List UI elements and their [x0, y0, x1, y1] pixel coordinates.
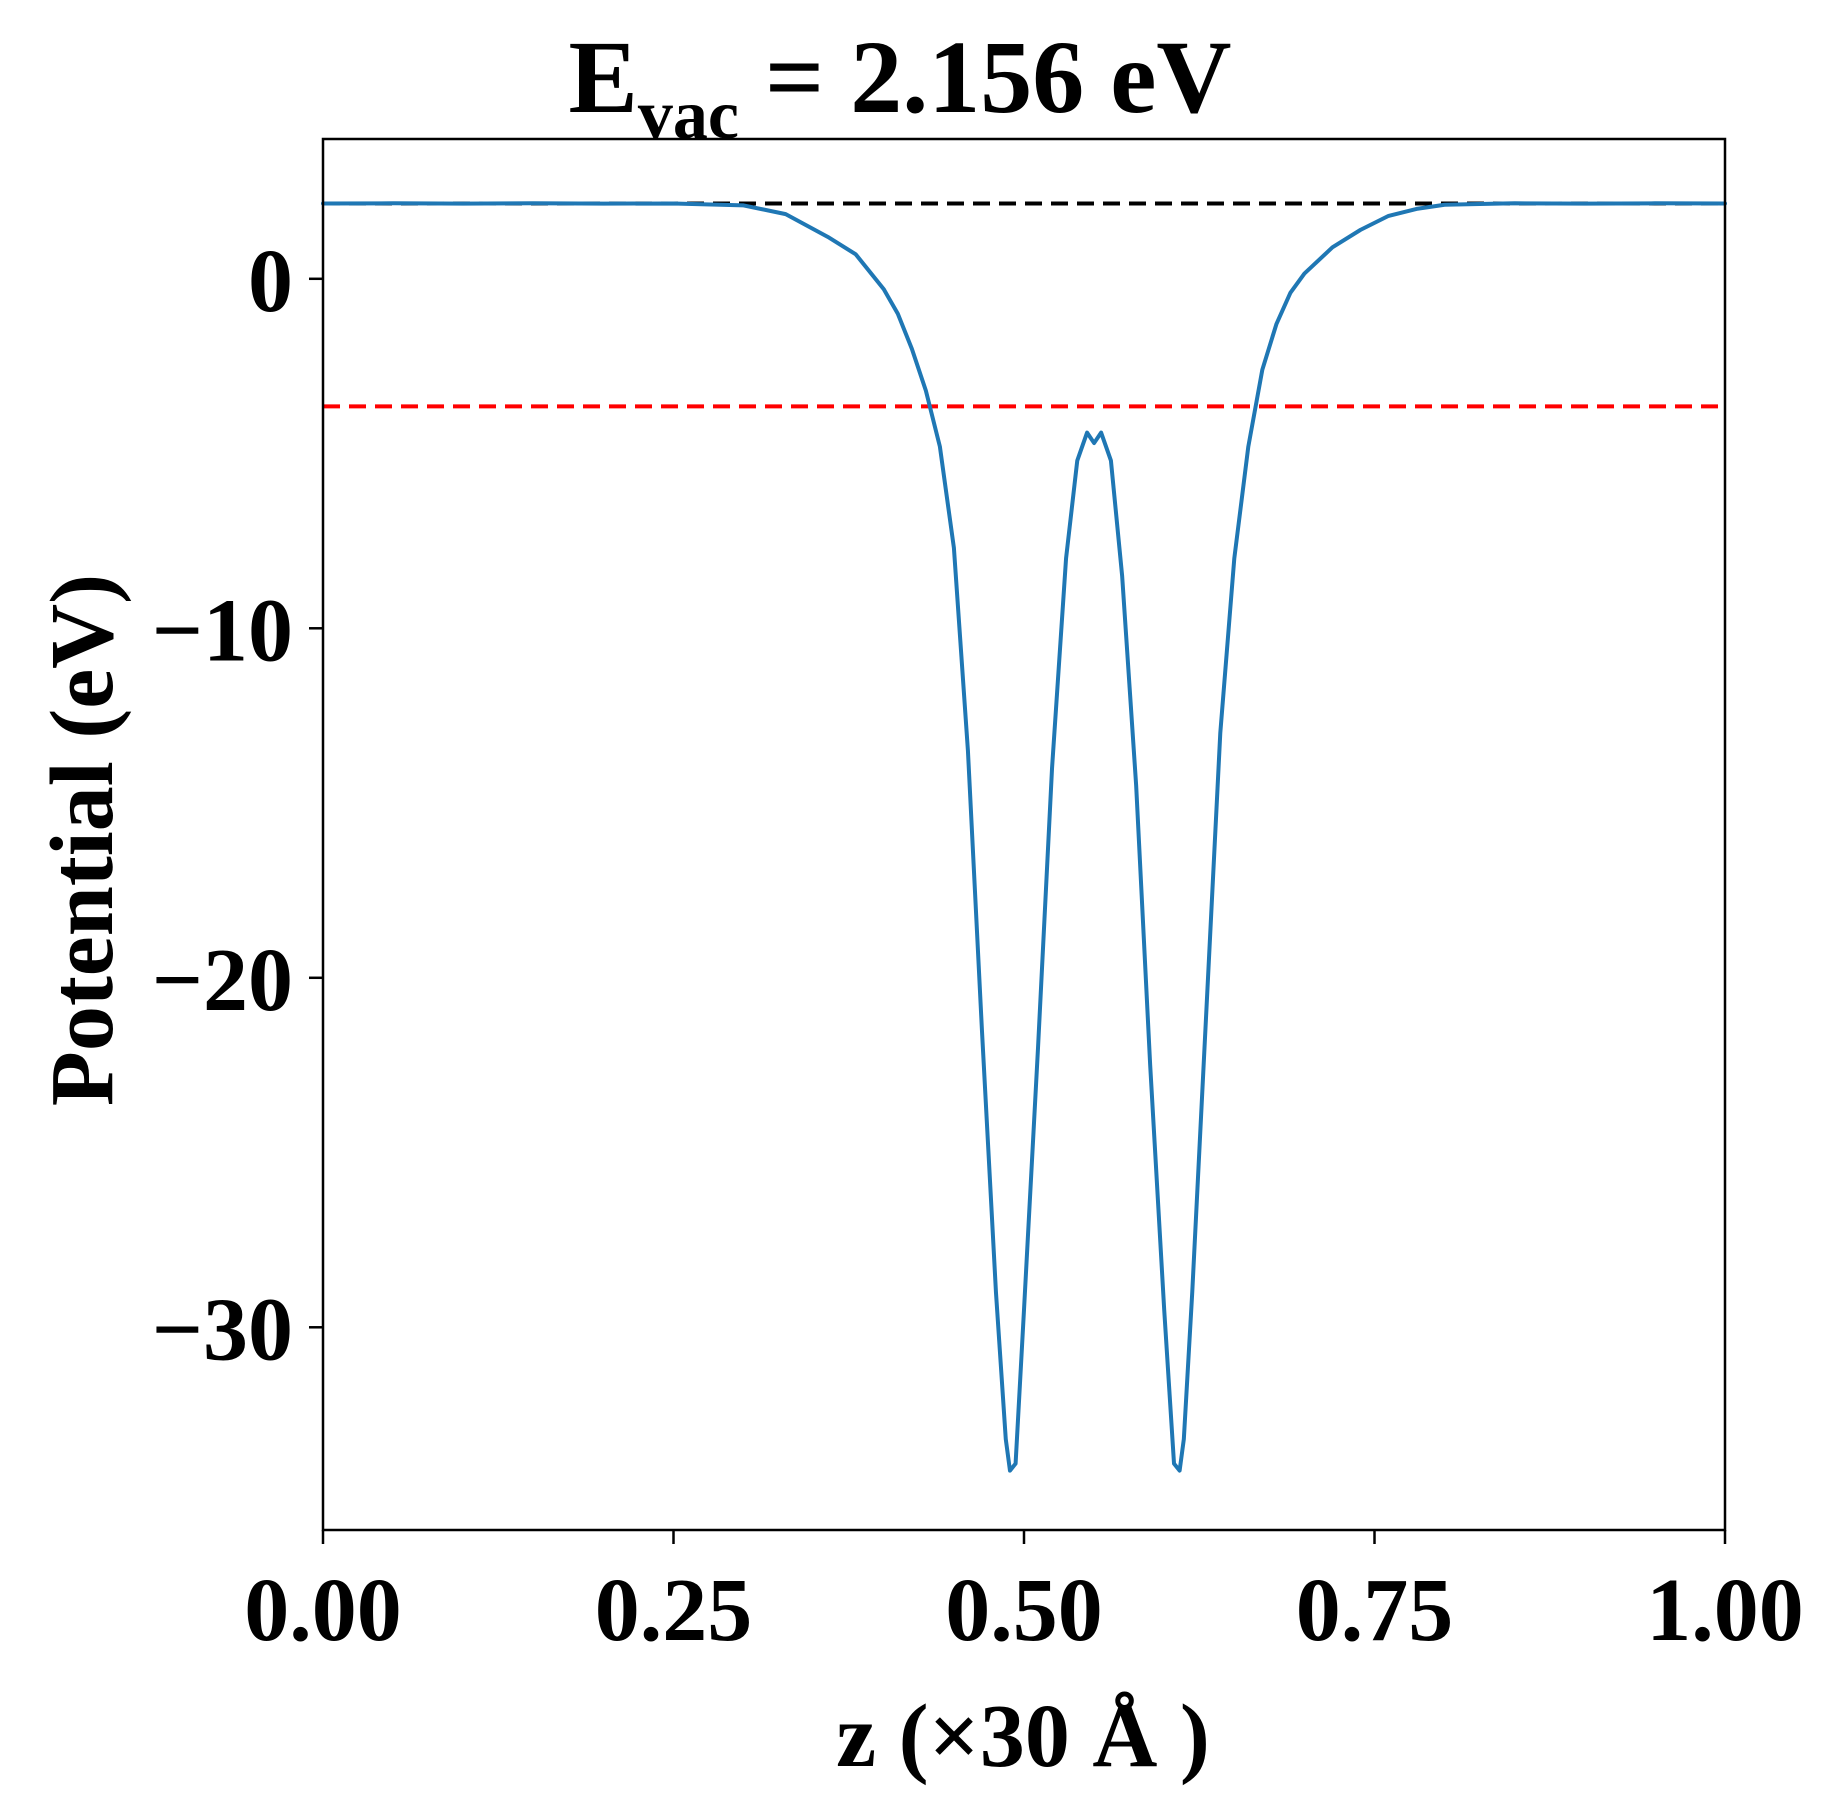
- y-tick-label: −20: [152, 931, 293, 1030]
- series-line-1: [321, 201, 1727, 1473]
- y-tick-label: −30: [152, 1280, 293, 1379]
- chart-title: Evac = 2.156 eV: [569, 20, 1232, 154]
- x-tick-label: 0.25: [595, 1561, 753, 1660]
- y-axis-label: Potential (eV): [33, 574, 132, 1106]
- x-axis-label: z (×30 Å ): [836, 1687, 1210, 1786]
- x-tick-label: 0.75: [1296, 1561, 1454, 1660]
- x-tick-label: 1.00: [1646, 1561, 1804, 1660]
- y-tick-label: 0: [248, 232, 293, 331]
- chart-title-rest: = 2.156 eV: [739, 20, 1232, 135]
- chart-title-subscript: vac: [638, 77, 739, 154]
- y-tick-label: −10: [152, 581, 293, 680]
- x-tick-label: 0.00: [244, 1561, 402, 1660]
- plot-area: 0.00 0.25 0.50 0.75 1.00 0 −10 −20 −30: [152, 137, 1804, 1660]
- x-tick-label: 0.50: [945, 1561, 1103, 1660]
- chart-title-main: E: [569, 20, 638, 135]
